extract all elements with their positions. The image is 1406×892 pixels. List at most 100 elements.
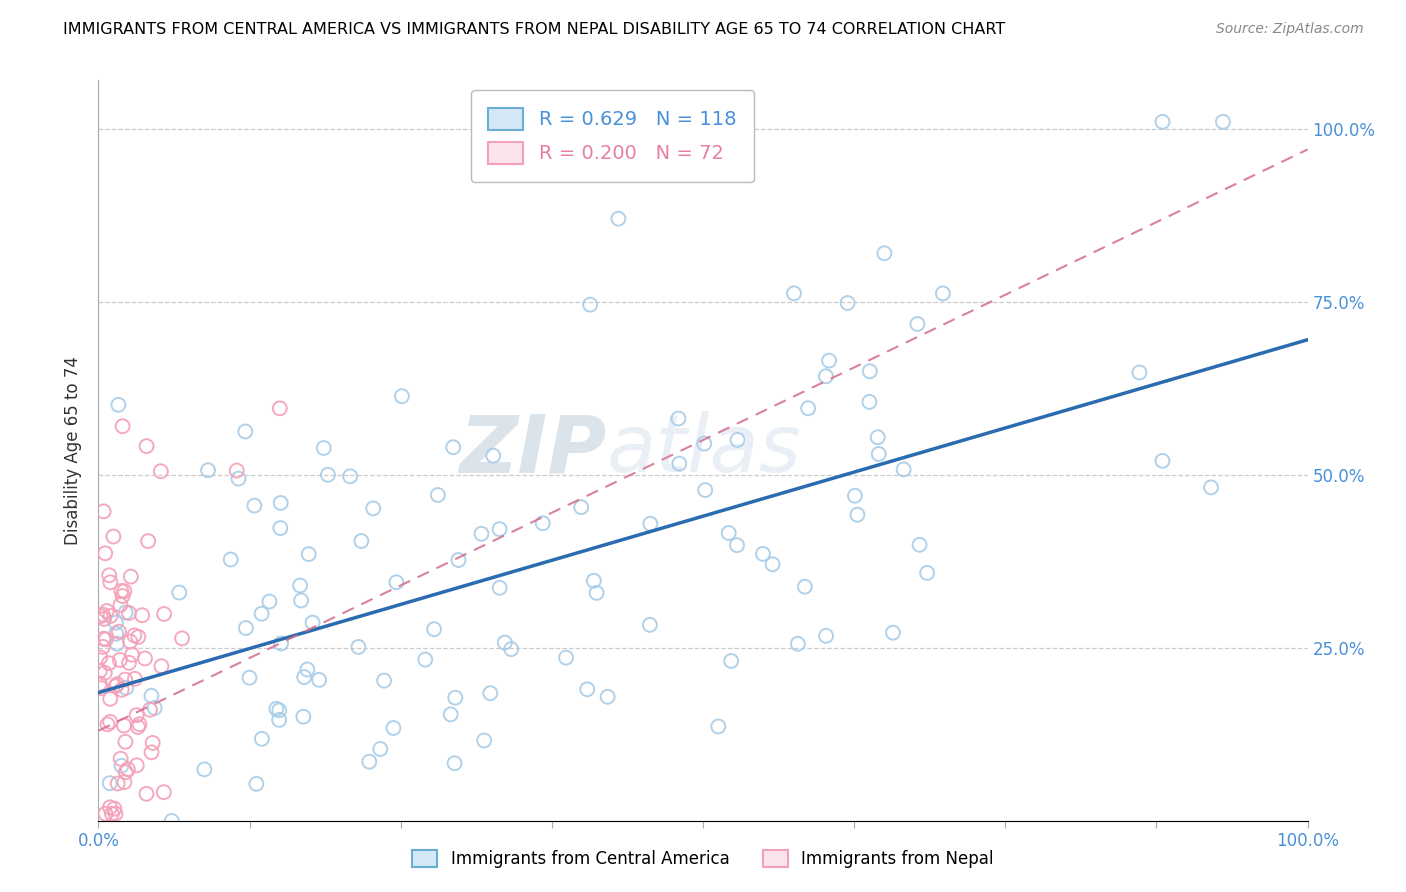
Point: [117, 762, 139, 776]
Point: [118, 606, 141, 620]
Point: [245, 777, 267, 791]
Point: [707, 719, 730, 733]
Point: [569, 500, 592, 515]
Point: [531, 516, 554, 531]
Point: [725, 538, 748, 552]
Point: [104, 679, 127, 693]
Point: [607, 211, 630, 226]
Point: [124, 628, 146, 642]
Point: [100, 609, 122, 624]
Legend: Immigrants from Central America, Immigrants from Nepal: Immigrants from Central America, Immigra…: [406, 843, 1000, 875]
Point: [1199, 480, 1222, 494]
Legend: R = 0.629   N = 118, R = 0.200   N = 72: R = 0.629 N = 118, R = 0.200 N = 72: [471, 90, 754, 182]
Point: [242, 864, 264, 879]
Point: [292, 670, 315, 684]
Point: [585, 586, 607, 600]
Point: [108, 653, 131, 667]
Point: [96, 604, 118, 618]
Point: [882, 625, 904, 640]
Point: [717, 526, 740, 541]
Point: [90, 681, 112, 696]
Text: atlas: atlas: [606, 411, 801, 490]
Point: [441, 440, 464, 454]
Point: [292, 709, 315, 723]
Point: [112, 775, 135, 789]
Point: [107, 776, 129, 790]
Point: [112, 718, 135, 732]
Point: [259, 594, 281, 608]
Point: [142, 736, 165, 750]
Point: [89, 676, 111, 690]
Point: [668, 411, 690, 425]
Point: [908, 538, 931, 552]
Point: [107, 398, 129, 412]
Point: [105, 637, 128, 651]
Point: [488, 581, 510, 595]
Point: [120, 569, 142, 583]
Point: [104, 615, 127, 630]
Point: [170, 632, 193, 646]
Point: [90, 609, 112, 624]
Point: [488, 522, 510, 536]
Point: [316, 467, 339, 482]
Point: [385, 575, 408, 590]
Point: [135, 439, 157, 453]
Point: [1152, 454, 1174, 468]
Point: [150, 659, 173, 673]
Point: [423, 622, 446, 636]
Point: [873, 246, 896, 260]
Point: [98, 691, 121, 706]
Point: [125, 708, 148, 723]
Point: [752, 547, 775, 561]
Point: [479, 686, 502, 700]
Point: [110, 583, 132, 598]
Point: [127, 720, 149, 734]
Point: [225, 463, 247, 477]
Point: [443, 756, 465, 771]
Point: [907, 317, 929, 331]
Point: [97, 656, 120, 670]
Point: [219, 552, 242, 566]
Point: [472, 733, 495, 747]
Point: [121, 648, 143, 662]
Point: [118, 656, 141, 670]
Point: [266, 702, 288, 716]
Point: [143, 701, 166, 715]
Point: [269, 401, 291, 416]
Point: [858, 395, 880, 409]
Text: ZIP: ZIP: [458, 411, 606, 490]
Point: [93, 612, 115, 626]
Point: [339, 469, 361, 483]
Point: [105, 677, 128, 691]
Point: [579, 298, 602, 312]
Point: [426, 488, 449, 502]
Point: [114, 606, 136, 620]
Point: [94, 546, 117, 560]
Point: [103, 802, 125, 816]
Point: [391, 389, 413, 403]
Point: [98, 575, 121, 590]
Point: [114, 735, 136, 749]
Point: [93, 632, 115, 646]
Point: [844, 489, 866, 503]
Point: [786, 637, 808, 651]
Point: [124, 672, 146, 686]
Point: [555, 650, 578, 665]
Point: [288, 578, 311, 592]
Point: [153, 785, 176, 799]
Point: [638, 618, 661, 632]
Point: [837, 296, 859, 310]
Point: [110, 752, 132, 766]
Point: [846, 508, 869, 522]
Point: [235, 621, 257, 635]
Point: [654, 861, 676, 875]
Point: [149, 464, 172, 478]
Point: [269, 521, 291, 535]
Point: [101, 806, 124, 821]
Point: [197, 463, 219, 477]
Point: [94, 632, 117, 647]
Point: [98, 714, 121, 729]
Point: [350, 534, 373, 549]
Point: [120, 634, 142, 648]
Point: [576, 682, 599, 697]
